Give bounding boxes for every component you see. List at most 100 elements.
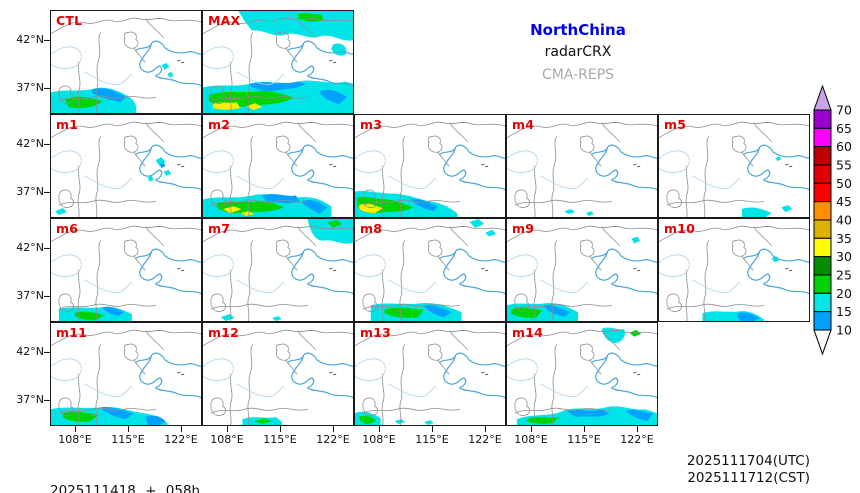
colorbar-label: 55 xyxy=(836,157,852,172)
panel-label: MAX xyxy=(208,13,241,28)
y-tick-mark xyxy=(44,144,50,145)
panel-label: m5 xyxy=(664,117,687,132)
colorbar-band xyxy=(813,219,832,239)
x-tick-mark xyxy=(432,426,433,432)
panel-map xyxy=(355,219,505,321)
radar-echoes xyxy=(564,209,594,217)
panel-map xyxy=(355,323,505,425)
panel-map xyxy=(51,323,201,425)
panel-label: m11 xyxy=(56,325,88,340)
panel-ctl: CTL xyxy=(50,10,202,114)
x-tick-label: 108°E xyxy=(362,433,396,446)
x-tick-mark xyxy=(181,426,182,432)
x-tick-label: 115°E xyxy=(415,433,449,446)
x-tick-label: 122°E xyxy=(468,433,502,446)
colorbar-label: 65 xyxy=(836,121,852,136)
panel-map xyxy=(203,11,353,113)
panel-label: CTL xyxy=(56,13,83,28)
panel-map xyxy=(355,115,505,217)
panel-label: m12 xyxy=(208,325,240,340)
panel-map xyxy=(507,115,657,217)
panel-m2: m2 xyxy=(202,114,354,218)
panel-m6: m6 xyxy=(50,218,202,322)
radar-echoes xyxy=(242,417,282,425)
panel-label: m2 xyxy=(208,117,231,132)
y-tick-mark xyxy=(44,88,50,89)
panel-m10: m10 xyxy=(658,218,810,322)
y-tick-label: 42°N xyxy=(16,345,44,358)
x-tick-mark xyxy=(75,426,76,432)
colorbar-over-arrow xyxy=(813,84,832,111)
radar-echoes xyxy=(355,411,434,425)
y-tick-label: 37°N xyxy=(16,185,44,198)
title-block: NorthChina radarCRX CMA-REPS xyxy=(478,20,678,86)
y-tick-mark xyxy=(44,192,50,193)
colorbar-label: 40 xyxy=(836,212,852,227)
footer-valid-cst: 2025111712(CST) xyxy=(687,470,810,486)
panel-m3: m3 xyxy=(354,114,506,218)
x-tick-mark xyxy=(637,426,638,432)
radar-echoes xyxy=(51,62,174,113)
title-region: NorthChina xyxy=(530,21,626,39)
x-tick-label: 115°E xyxy=(263,433,297,446)
panel-label: m3 xyxy=(360,117,383,132)
panel-map xyxy=(507,219,657,321)
panel-m9: m9 xyxy=(506,218,658,322)
footer-valid-utc: 2025111704(UTC) xyxy=(686,453,810,469)
colorbar-label: 20 xyxy=(836,286,852,301)
colorbar-band xyxy=(813,127,832,148)
footer-init-line1: 2025111418 + 058h xyxy=(50,483,201,493)
panel-m12: m12 xyxy=(202,322,354,426)
panel-max: MAX xyxy=(202,10,354,114)
title-product: radarCRX xyxy=(544,44,612,60)
colorbar-label: 60 xyxy=(836,139,852,154)
panel-map xyxy=(507,327,657,425)
panel-label: m8 xyxy=(360,221,383,236)
radar-echoes xyxy=(54,157,172,216)
panel-map xyxy=(659,115,809,217)
panel-label: m14 xyxy=(512,325,544,340)
colorbar-band xyxy=(813,256,832,276)
colorbar-label: 10 xyxy=(836,322,852,337)
radar-echoes xyxy=(220,219,353,321)
panel-m7: m7 xyxy=(202,218,354,322)
colorbar-label: 35 xyxy=(836,231,852,246)
panel-map xyxy=(203,115,353,217)
panel-m8: m8 xyxy=(354,218,506,322)
colorbar: 70 65 60 55 50 45 40 35 30 25 20 15 10 xyxy=(806,84,858,364)
colorbar-label: 15 xyxy=(836,304,852,319)
panel-label: m10 xyxy=(664,221,696,236)
x-tick-mark xyxy=(227,426,228,432)
radar-echoes xyxy=(507,236,641,321)
panel-map xyxy=(203,323,353,425)
x-tick-label: 122°E xyxy=(620,433,654,446)
y-tick-mark xyxy=(44,296,50,297)
x-tick-label: 108°E xyxy=(58,433,92,446)
y-tick-label: 37°N xyxy=(16,81,44,94)
colorbar-band xyxy=(813,274,832,294)
panel-map xyxy=(51,115,201,217)
colorbar-under-arrow xyxy=(813,329,832,356)
colorbar-label: 25 xyxy=(836,267,852,282)
radar-echoes xyxy=(702,256,780,321)
colorbar-svg: 70 65 60 55 50 45 40 35 30 25 20 15 10 xyxy=(813,84,852,356)
x-tick-mark xyxy=(584,426,585,432)
colorbar-band xyxy=(813,164,832,184)
panel-map xyxy=(659,219,809,321)
x-tick-mark xyxy=(379,426,380,432)
y-tick-label: 42°N xyxy=(16,33,44,46)
x-tick-mark xyxy=(333,426,334,432)
panel-label: m1 xyxy=(56,117,79,132)
radar-echoes xyxy=(355,190,458,217)
panel-map xyxy=(51,11,201,113)
panel-map xyxy=(51,219,201,321)
colorbar-label: 50 xyxy=(836,176,852,191)
panel-m5: m5 xyxy=(658,114,810,218)
x-tick-label: 115°E xyxy=(111,433,145,446)
y-tick-mark xyxy=(44,248,50,249)
panel-label: m13 xyxy=(360,325,392,340)
y-tick-label: 37°N xyxy=(16,393,44,406)
colorbar-band xyxy=(813,109,832,129)
y-tick-label: 42°N xyxy=(16,241,44,254)
panel-m14: m14 xyxy=(506,322,658,426)
